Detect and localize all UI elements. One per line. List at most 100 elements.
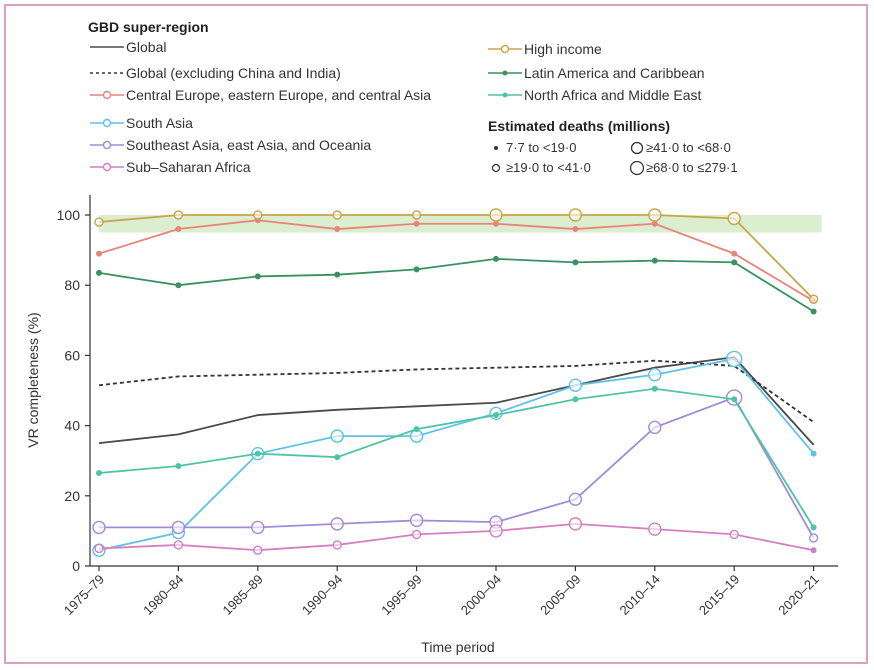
legend-item-global: Global [90,38,290,56]
series-line-6 [98,214,815,300]
series-point-6 [489,208,503,222]
legend-item-high-income: High income [488,40,688,58]
series-point-7 [651,257,658,264]
series-point-6 [568,208,583,222]
legend-item-ssa: Sub–Saharan Africa [90,158,310,176]
series-point-6 [648,208,662,222]
series-point-2 [95,250,102,257]
series-point-7 [254,273,261,280]
series-point-4 [568,492,583,507]
series-point-2 [731,250,738,257]
series-point-5 [729,529,739,540]
x-tick-label: 2010–14 [617,572,663,618]
series-point-5 [568,517,583,531]
legend-label-global-excl: Global (excluding China and India) [126,65,341,81]
series-point-8 [493,412,500,419]
series-point-4 [648,420,662,435]
series-point-7 [493,255,500,262]
y-axis-title: VR completeness (%) [25,312,41,447]
series-point-4 [808,533,819,543]
series-line-5 [98,522,814,552]
y-tick-label: 20 [64,488,80,504]
legend-item-south-asia: South Asia [90,114,290,132]
x-tick-label: 2015–19 [696,572,742,618]
series-point-4 [92,520,106,535]
x-tick-label: 1975–79 [61,572,107,618]
x-tick-label: 1990–94 [299,572,345,618]
series-point-2 [572,226,579,233]
legend-label-southeast-asia: Southeast Asia, east Asia, and Oceania [126,137,372,153]
series-point-6 [808,294,819,304]
x-tick-label: 1995–99 [378,572,424,618]
series-point-2 [651,220,658,227]
series-point-8 [731,396,738,403]
legend-label-high-income: High income [524,41,602,57]
series-point-3 [330,429,344,443]
legend-item-latam: Latin America and Caribbean [488,64,748,82]
x-axis-title: Time period [421,639,494,655]
series-point-5 [411,529,422,540]
series-line-3 [98,357,815,552]
y-tick-label: 0 [72,558,80,574]
legend-label-central-europe: Central Europe, eastern Europe, and cent… [126,87,432,103]
size-legend-label-4: ≥68·0 to ≤279·1 [646,160,738,175]
legend-item-southeast-asia: Southeast Asia, east Asia, and Oceania [90,136,420,154]
y-tick-label: 40 [64,418,80,434]
size-legend-item-3: ≥41·0 to <68·0 [630,140,770,156]
series-point-2 [413,220,420,227]
figure-frame [4,4,868,664]
legend-item-global-excl: Global (excluding China and India) [90,64,410,82]
y-tick-label: 60 [64,347,80,363]
legend-label-mena: North Africa and Middle East [524,87,702,103]
series-line-0 [98,356,815,446]
series-point-6 [253,210,263,220]
legend-label-latam: Latin America and Caribbean [524,65,705,81]
series-point-4 [409,513,424,528]
size-legend-title: Estimated deaths (millions) [488,118,671,134]
series-point-7 [95,269,102,276]
size-legend-item-1: 7·7 to <19·0 [490,140,630,156]
x-tick-label: 2020–21 [775,572,821,618]
series-point-6 [332,210,342,220]
size-legend-label-2: ≥19·0 to <41·0 [506,160,591,175]
size-legend-label-3: ≥41·0 to <68·0 [646,140,731,155]
series-point-5 [648,522,662,536]
x-tick-label: 1985–89 [220,572,266,618]
series-point-3 [648,368,662,382]
series-point-7 [731,259,738,266]
legend-label-south-asia: South Asia [126,115,193,131]
series-point-8 [334,454,341,461]
legend-item-mena: North Africa and Middle East [488,86,748,104]
legend-label-ssa: Sub–Saharan Africa [126,159,251,175]
x-tick-label: 2005–09 [537,572,583,618]
y-tick-label: 80 [64,277,80,293]
series-point-3 [726,350,743,368]
series-line-7 [98,257,815,313]
legend: GBD super-region Global Global (excludin… [0,0,874,190]
series-point-5 [489,524,503,538]
x-tick-label: 2000–04 [458,572,504,618]
series-point-7 [810,308,817,315]
series-point-5 [810,547,817,554]
series-line-4 [99,396,815,539]
series-point-8 [810,524,817,531]
series-point-2 [175,226,182,233]
series-point-7 [572,259,579,266]
series-point-4 [251,520,265,535]
series-point-6 [173,210,184,220]
series-point-8 [651,385,658,392]
series-point-8 [95,469,102,476]
series-point-4 [330,517,344,531]
y-tick-label: 100 [57,207,81,223]
series-point-6 [411,210,422,220]
series-point-6 [94,217,104,227]
series-point-8 [572,396,579,403]
series-point-7 [175,282,182,289]
series-point-3 [810,450,817,457]
series-point-8 [254,450,261,457]
legend-item-central-europe: Central Europe, eastern Europe, and cent… [90,86,480,104]
series-point-5 [253,545,263,555]
size-legend-item-2: ≥19·0 to <41·0 [490,160,630,176]
series-point-8 [175,462,182,469]
